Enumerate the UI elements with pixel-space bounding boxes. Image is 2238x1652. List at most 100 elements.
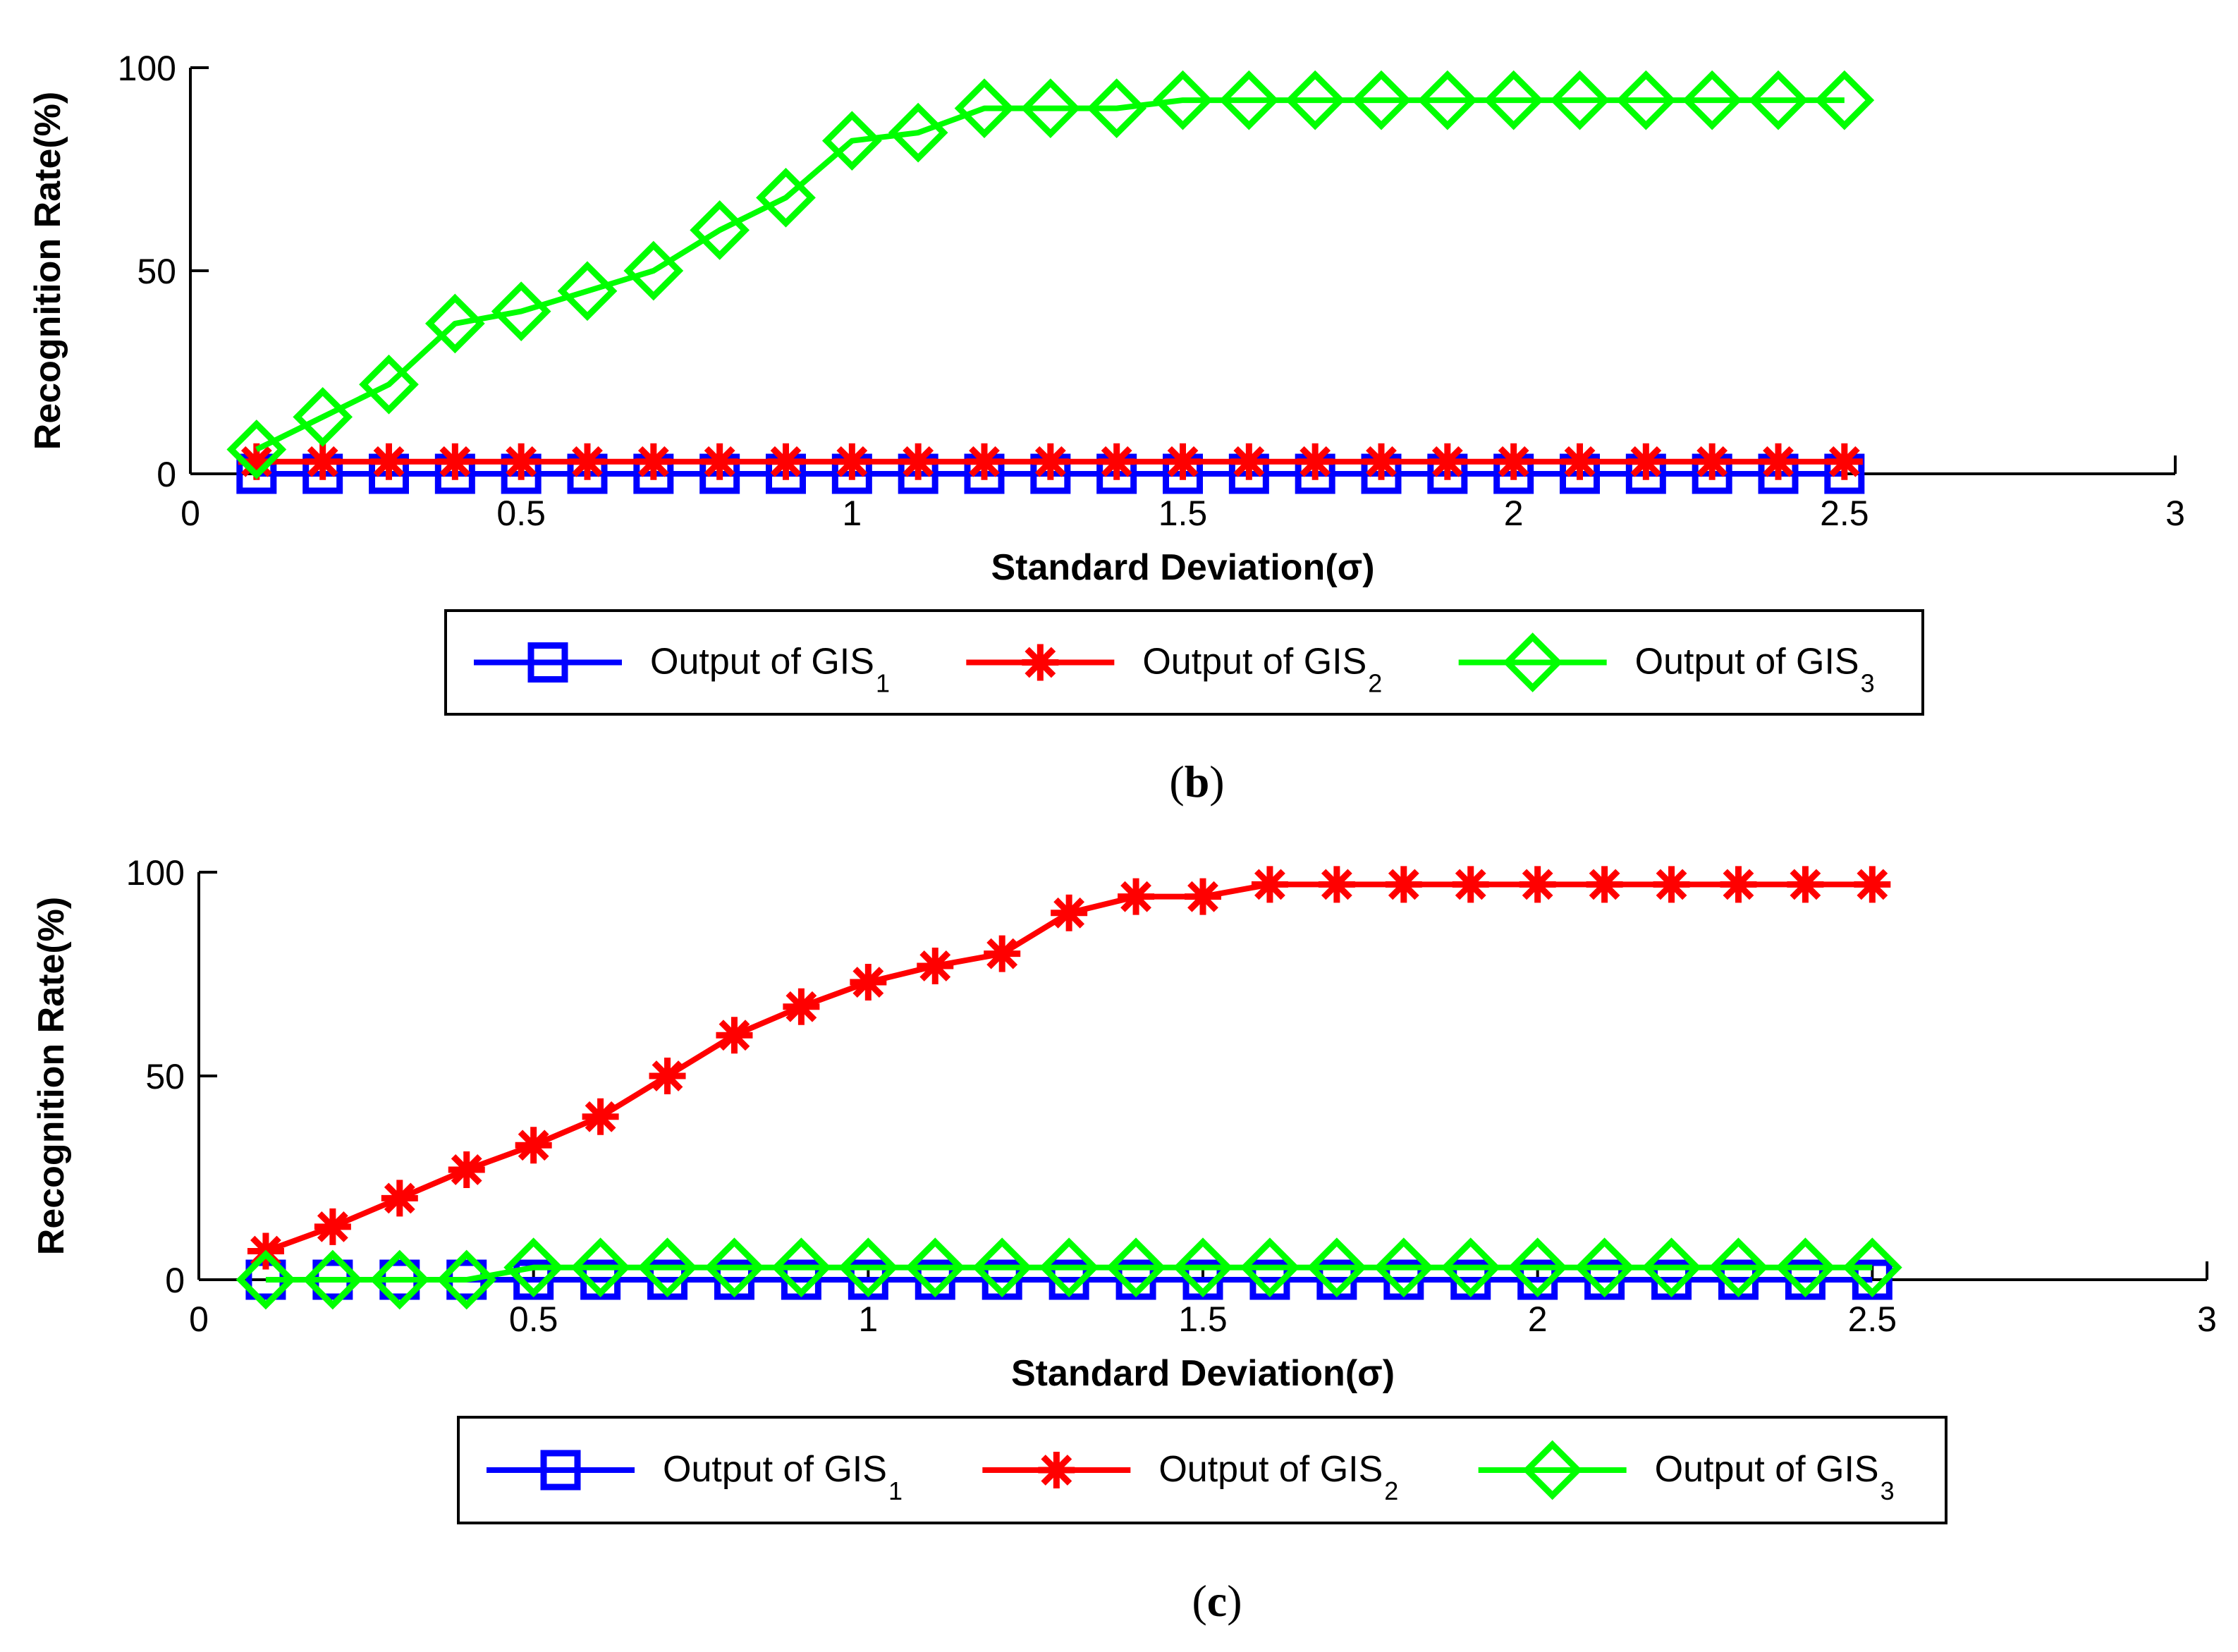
data-point-gis-3 — [557, 261, 618, 322]
data-point-gis-3 — [1708, 1237, 1768, 1298]
panel-caption: (b) — [1169, 757, 1224, 807]
data-point-gis-3 — [1106, 1237, 1166, 1298]
data-point-gis-3 — [838, 1237, 898, 1298]
data-point-gis-2 — [314, 1208, 351, 1245]
y-tick-label: 100 — [118, 49, 176, 88]
data-point-gis-3 — [1240, 1237, 1300, 1298]
x-tick-label: 0 — [181, 494, 200, 533]
legend-marker — [540, 1450, 581, 1491]
x-axis-title: Standard Deviation(σ) — [991, 547, 1374, 588]
legend-marker — [1038, 1452, 1075, 1488]
data-point-gis-3 — [302, 1249, 363, 1310]
data-point-gis-3 — [293, 386, 353, 447]
data-point-gis-3 — [1307, 1237, 1367, 1298]
series-line-gis-3 — [255, 97, 1845, 453]
data-point-gis-3 — [888, 102, 948, 163]
data-point-gis-2 — [1760, 443, 1797, 480]
data-point-gis-3 — [226, 420, 287, 479]
data-point-gis-2 — [1118, 878, 1155, 915]
data-point-gis-3 — [756, 167, 816, 228]
data-point-gis-3 — [1814, 70, 1875, 130]
data-point-gis-2 — [716, 1017, 753, 1054]
legend-subscript: 3 — [1881, 1476, 1895, 1505]
data-point-gis-3 — [821, 111, 882, 171]
data-point-gis-3 — [1441, 1237, 1501, 1298]
data-point-gis-3 — [1748, 70, 1809, 130]
data-point-gis-2 — [966, 443, 1003, 480]
data-point-gis-3 — [424, 293, 485, 354]
series-gis-3 — [226, 70, 1875, 479]
caption-letter: b — [1185, 757, 1210, 807]
data-point-gis-3 — [954, 78, 1015, 138]
series-gis-2 — [238, 443, 1863, 480]
y-tick-label: 100 — [126, 853, 185, 893]
y-axis-title: Recognition Rate(%) — [27, 92, 68, 450]
caption-open: ( — [1192, 1576, 1206, 1626]
data-point-gis-2 — [701, 443, 738, 480]
data-point-gis-3 — [1087, 78, 1147, 138]
data-point-gis-3 — [1285, 70, 1345, 130]
data-point-gis-3 — [1218, 70, 1279, 130]
x-tick-label: 1 — [842, 494, 862, 533]
data-point-gis-2 — [1826, 443, 1863, 480]
data-point-gis-2 — [984, 935, 1021, 972]
data-point-gis-2 — [1519, 866, 1556, 903]
x-tick-label: 2.5 — [1820, 494, 1869, 533]
data-point-gis-2 — [767, 443, 805, 480]
y-tick-label: 0 — [165, 1261, 185, 1300]
legend-subscript: 1 — [876, 669, 890, 698]
legend-subscript: 1 — [888, 1476, 903, 1505]
legend-label: Output of GIS — [1655, 1449, 1879, 1490]
x-tick-label: 0.5 — [509, 1299, 558, 1339]
x-tick-label: 1 — [858, 1299, 878, 1339]
data-point-gis-2 — [515, 1127, 552, 1164]
data-point-gis-3 — [1039, 1237, 1099, 1298]
data-point-gis-2 — [436, 443, 474, 480]
x-tick-label: 2 — [1504, 494, 1524, 533]
data-point-gis-2 — [370, 443, 408, 480]
legend-marker — [1503, 632, 1563, 692]
data-point-gis-3 — [1508, 1237, 1568, 1298]
legend-label: Output of GIS — [1142, 642, 1366, 683]
x-tick-label: 1.5 — [1158, 494, 1208, 533]
data-point-gis-3 — [1615, 70, 1676, 130]
data-point-gis-2 — [1561, 443, 1598, 480]
data-point-gis-3 — [1775, 1237, 1835, 1298]
legend-box — [457, 1416, 1947, 1524]
data-point-gis-3 — [1574, 1237, 1634, 1298]
series-line-gis-2 — [264, 881, 1873, 1254]
chart-panel-b: 0 0.5 1 1.5 2 2.5 3 0 50 100 Standard Deviation(σ)… — [27, 49, 2185, 807]
data-point-gis-2 — [635, 443, 672, 480]
data-point-gis-3 — [623, 240, 684, 301]
series-gis-3 — [236, 1237, 1902, 1310]
data-point-gis-3 — [359, 354, 419, 415]
data-point-gis-2 — [1363, 443, 1400, 480]
legend-label: Output of GIS — [1158, 1449, 1383, 1490]
data-point-gis-3 — [1173, 1237, 1233, 1298]
x-axis-title: Standard Deviation(σ) — [1011, 1353, 1395, 1394]
data-point-gis-2 — [1495, 443, 1532, 480]
y-tick-label: 0 — [157, 455, 176, 494]
data-point-gis-2 — [1098, 443, 1135, 480]
data-point-gis-3 — [1020, 78, 1081, 138]
data-point-gis-2 — [649, 1058, 686, 1094]
x-tick-label: 2.5 — [1848, 1299, 1897, 1339]
data-point-gis-3 — [1550, 70, 1610, 130]
data-point-gis-3 — [905, 1237, 965, 1298]
legend-subscript: 2 — [1384, 1476, 1398, 1505]
data-point-gis-2 — [238, 443, 275, 480]
data-point-gis-2 — [1251, 866, 1288, 903]
x-tick-label: 0.5 — [496, 494, 546, 533]
panel-caption: (c) — [1192, 1576, 1242, 1626]
data-point-gis-3 — [1417, 70, 1478, 130]
legend-label: Output of GIS — [1635, 642, 1859, 683]
legend-marker — [1022, 644, 1059, 681]
x-tick-label: 1.5 — [1178, 1299, 1228, 1339]
x-tick-label: 0 — [189, 1299, 209, 1339]
